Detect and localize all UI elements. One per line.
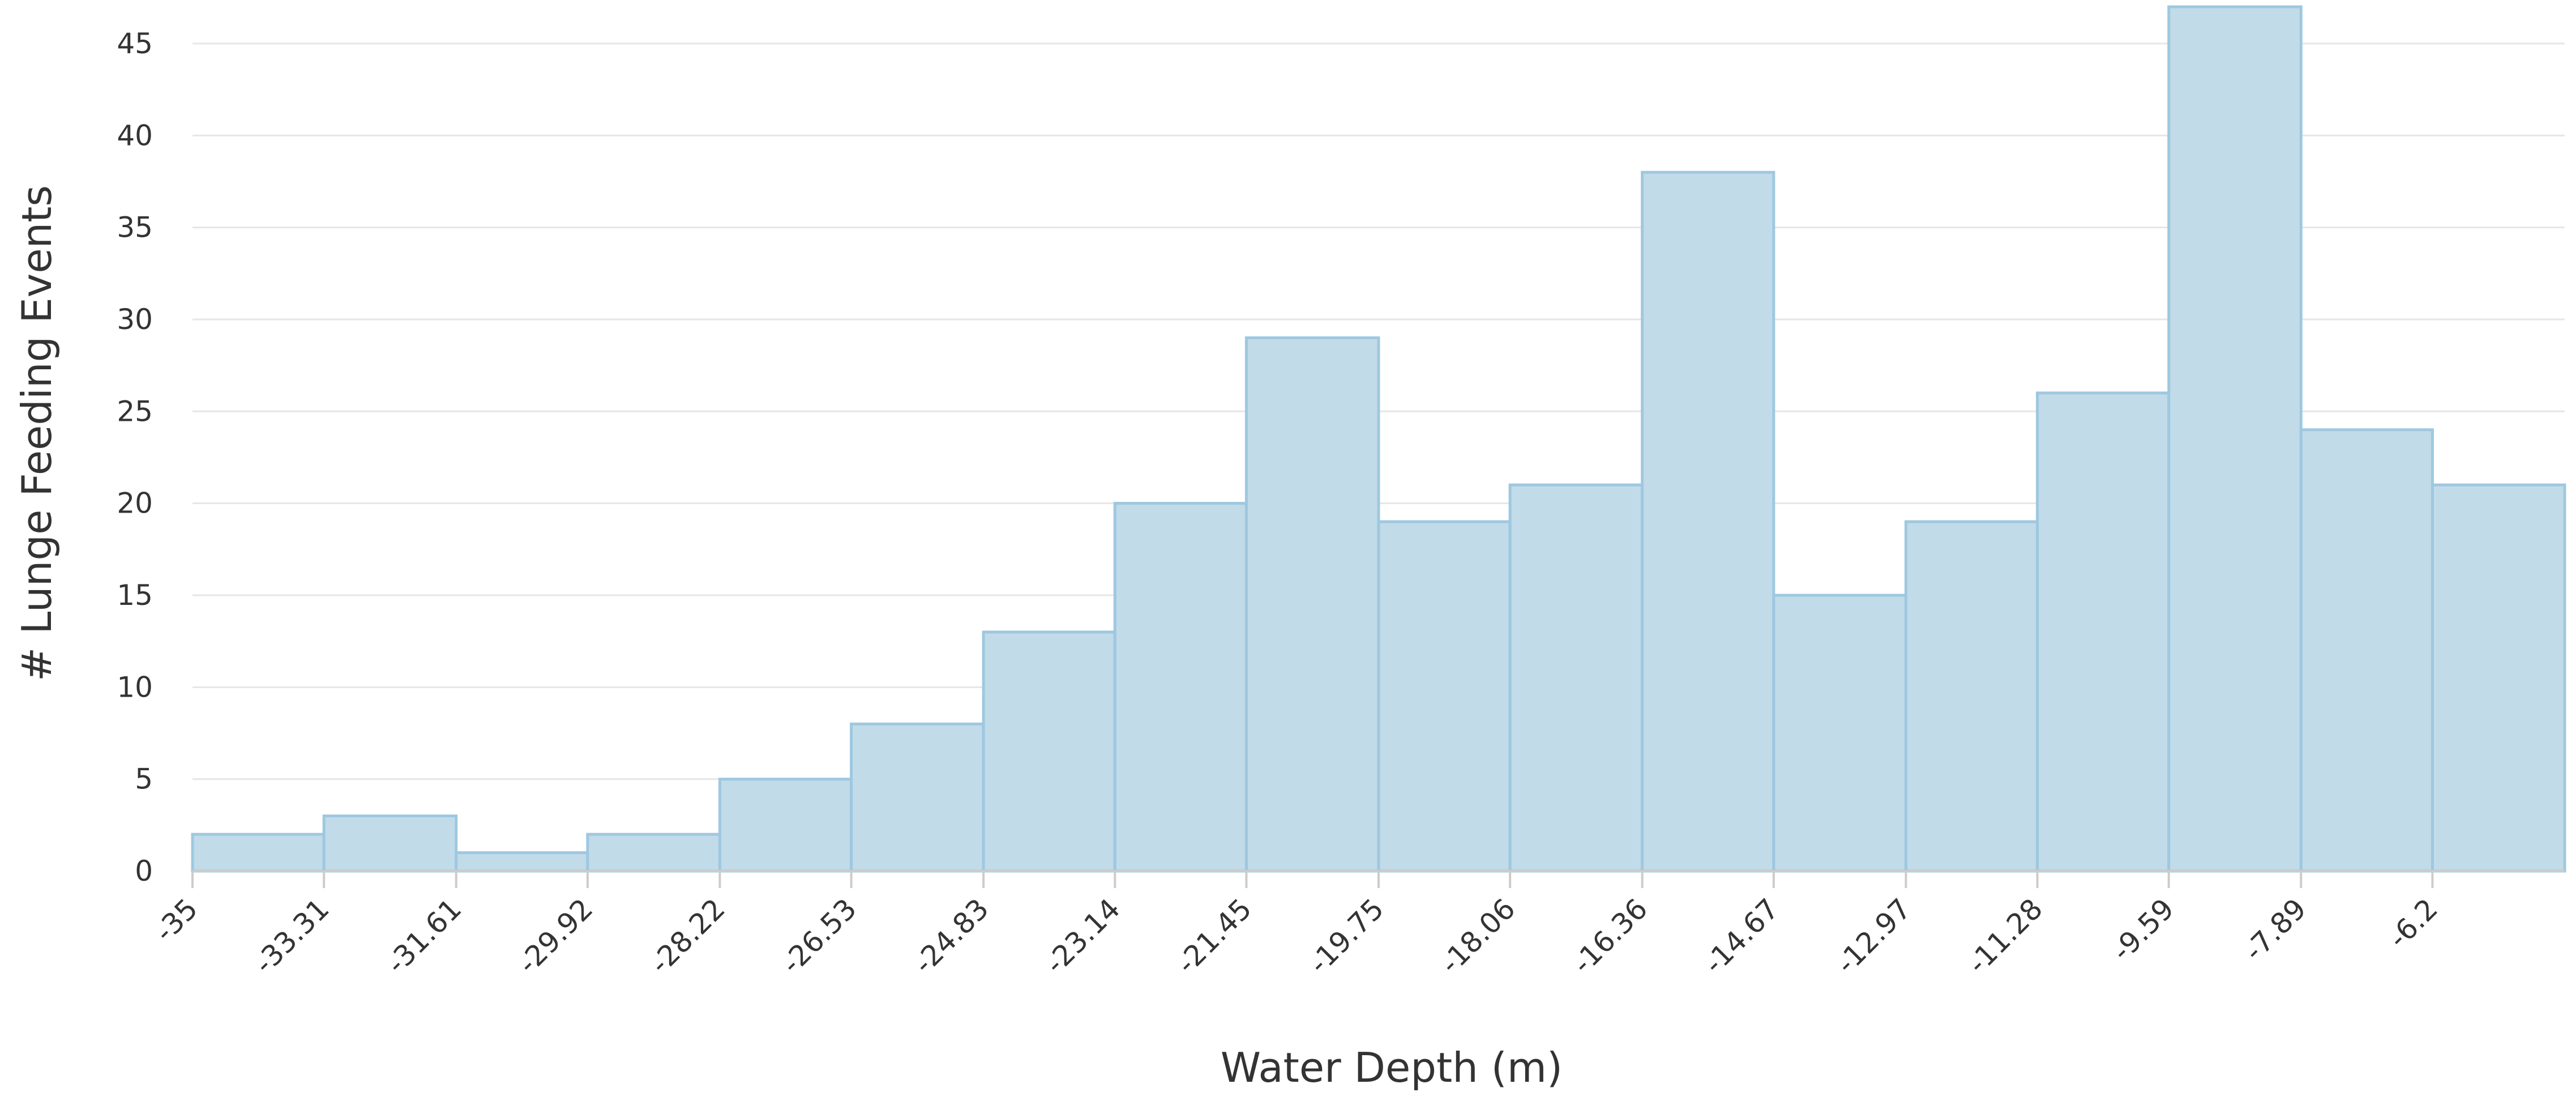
x-tick-label: -28.22 (644, 892, 731, 980)
bars (191, 5, 2566, 873)
y-axis-ticks: 0 5 10 15 20 25 30 35 40 45 (117, 27, 153, 888)
y-tick-label: 25 (117, 395, 153, 428)
x-tick-label: -24.83 (908, 892, 995, 980)
x-tick-label: -11.28 (1961, 892, 2049, 980)
y-tick-label: 5 (135, 763, 153, 796)
histogram-bar (586, 833, 721, 873)
histogram-bar (2430, 483, 2566, 873)
histogram-bar (322, 814, 458, 873)
y-tick-label: 0 (135, 855, 153, 888)
x-tick-label: -26.53 (775, 892, 863, 980)
histogram-bar (1508, 483, 1644, 873)
histogram-bar (191, 833, 326, 873)
x-tick-label: -31.61 (380, 892, 468, 980)
y-tick-label: 35 (117, 211, 153, 244)
y-tick-label: 40 (117, 119, 153, 152)
histogram-bar (1377, 520, 1512, 873)
x-axis-title: Water Depth (m) (1221, 1044, 1563, 1091)
x-tick-label: -16.36 (1566, 892, 1654, 980)
histogram-bar (1772, 594, 1907, 873)
x-tick-label: -9.59 (2106, 892, 2180, 967)
x-tick-label: -14.67 (1697, 892, 1785, 980)
x-tick-label: -23.14 (1039, 892, 1127, 980)
histogram-bar (982, 630, 1116, 873)
histogram-bar (1244, 336, 1380, 873)
histogram-bar (2036, 391, 2171, 873)
x-tick-label: -12.97 (1830, 892, 1918, 980)
histogram-bar (455, 851, 589, 873)
y-tick-label: 30 (117, 303, 153, 336)
x-tick-label: -7.89 (2237, 892, 2312, 967)
y-tick-label: 15 (117, 579, 153, 612)
histogram-bar (1904, 520, 2039, 873)
x-tick-label: -6.2 (2382, 892, 2444, 954)
y-tick-label: 20 (117, 487, 153, 520)
y-tick-label: 45 (117, 27, 153, 60)
x-tick-label: -18.06 (1434, 892, 1522, 980)
histogram-bar (850, 722, 985, 873)
histogram-bar (2299, 428, 2434, 873)
x-tick-label: -29.92 (511, 892, 599, 980)
y-tick-label: 10 (117, 671, 153, 703)
histogram-bar (2167, 5, 2303, 873)
histogram-bar (718, 778, 853, 873)
x-tick-label: -33.31 (248, 892, 336, 980)
x-tick-label: -35 (148, 892, 204, 948)
x-axis-ticks: -35 -33.31 -31.61 -29.92 -28.22 -26.53 -24.83-… (148, 871, 2444, 980)
histogram-bar (1641, 170, 1775, 873)
histogram-bar (1113, 502, 1248, 873)
x-tick-label: -19.75 (1302, 892, 1390, 980)
y-axis-title: # Lunge Feeding Events (13, 185, 61, 681)
x-tick-label: -21.45 (1170, 892, 1258, 980)
